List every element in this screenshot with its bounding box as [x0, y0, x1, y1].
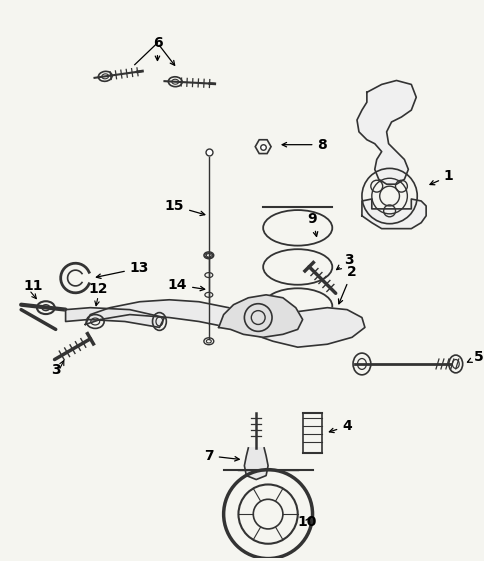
Text: 5: 5	[467, 350, 482, 364]
Text: 7: 7	[204, 449, 239, 463]
Text: 2: 2	[338, 265, 356, 304]
Text: 10: 10	[297, 515, 317, 529]
Text: 3: 3	[51, 363, 60, 377]
Text: 4: 4	[329, 419, 351, 433]
Polygon shape	[356, 80, 415, 184]
Text: 8: 8	[282, 137, 327, 151]
Text: 9: 9	[307, 211, 317, 236]
Text: 3: 3	[336, 253, 353, 270]
Text: 14: 14	[167, 278, 204, 292]
Polygon shape	[65, 307, 164, 328]
Polygon shape	[361, 199, 425, 229]
Text: 6: 6	[152, 36, 162, 61]
Polygon shape	[218, 295, 302, 337]
Text: 1: 1	[429, 169, 453, 185]
Polygon shape	[244, 448, 268, 480]
Text: 15: 15	[164, 199, 204, 215]
Polygon shape	[85, 300, 364, 347]
Text: 11: 11	[23, 279, 43, 293]
Text: 13: 13	[96, 261, 149, 278]
Text: 12: 12	[88, 282, 107, 296]
